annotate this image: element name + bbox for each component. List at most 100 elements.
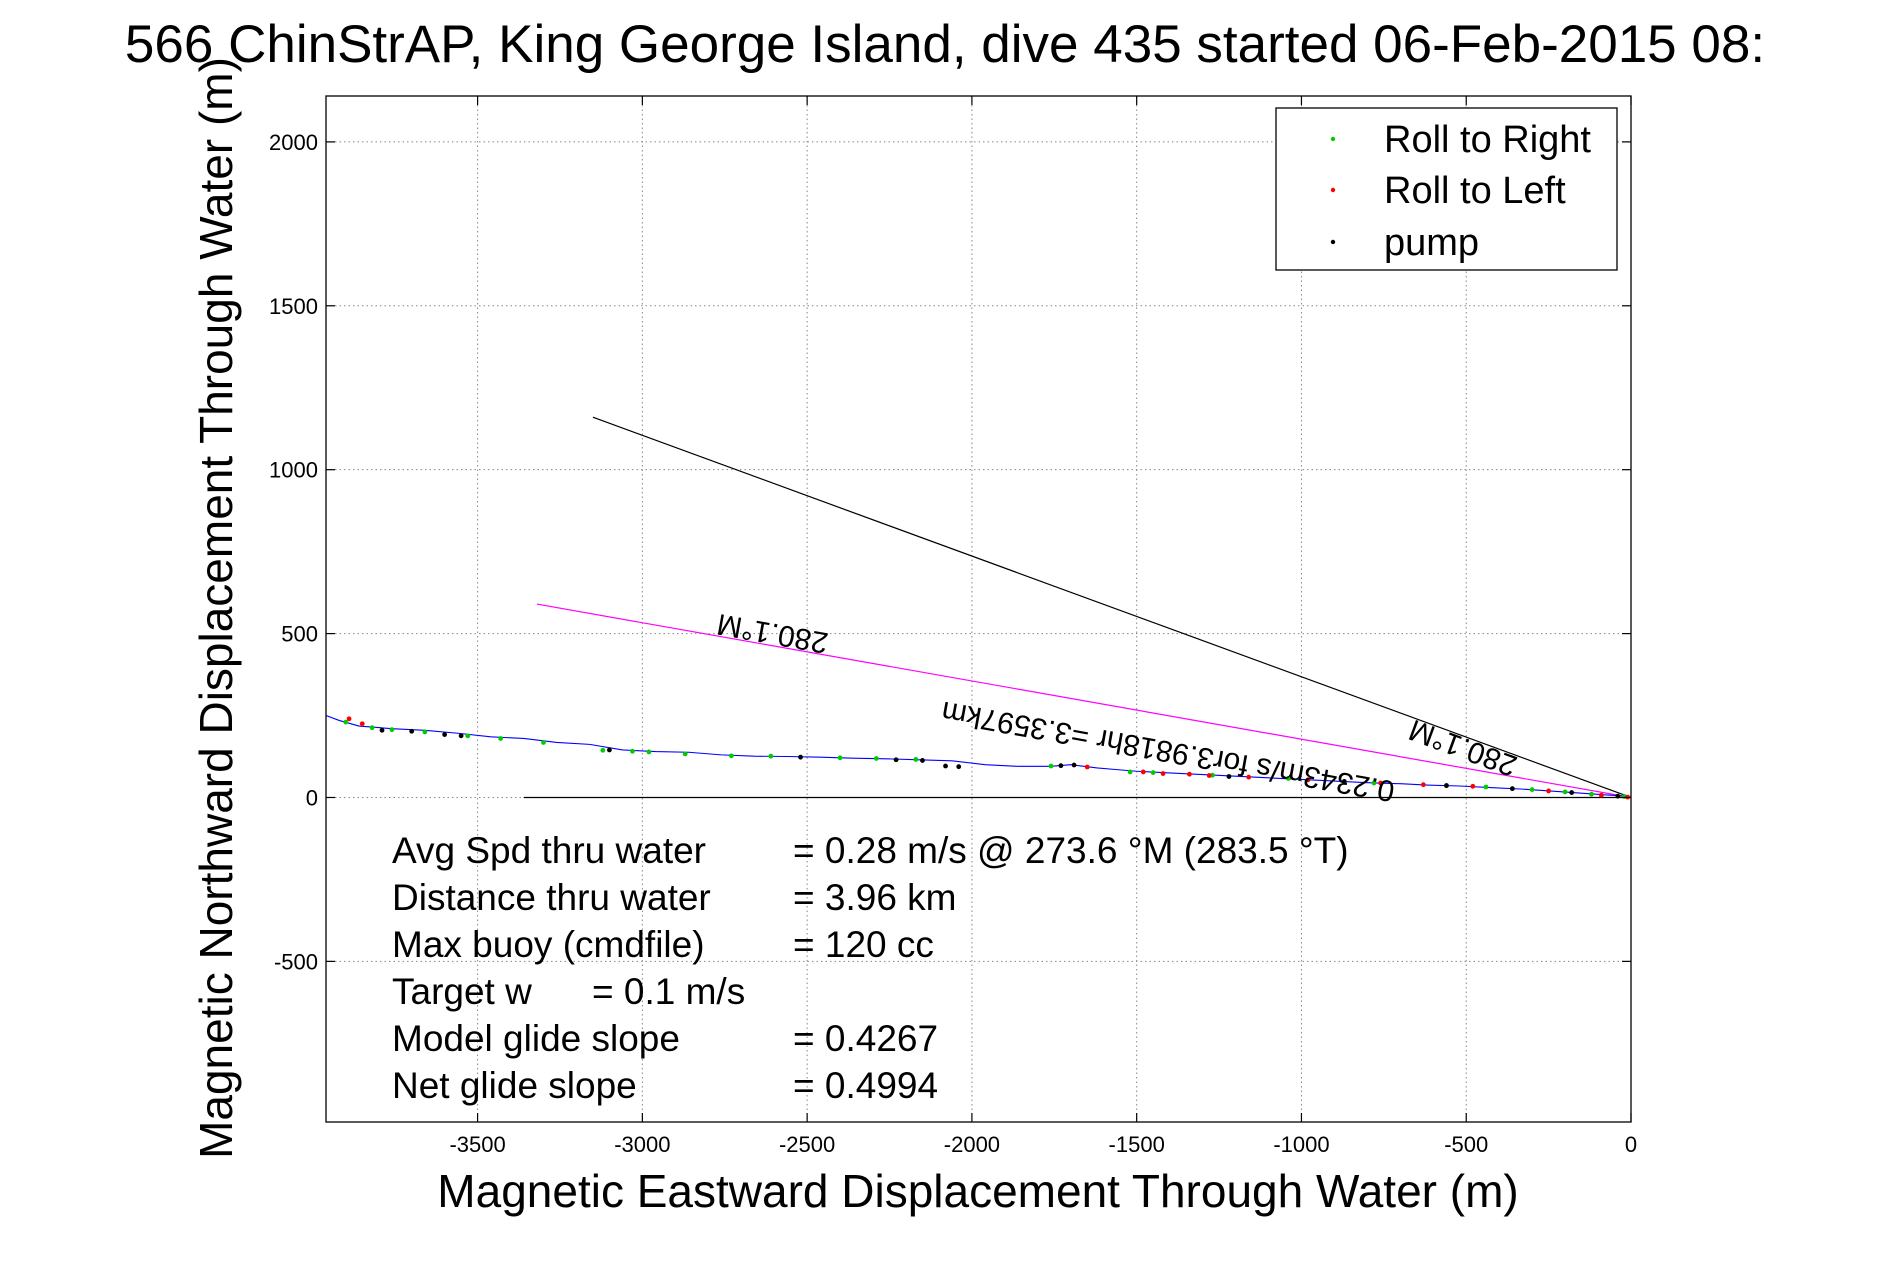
pump-point <box>1569 790 1575 795</box>
points-layer <box>343 716 1631 800</box>
stat-label-avg-speed: Avg Spd thru water <box>392 830 706 871</box>
roll-right-point <box>343 719 349 725</box>
pump-point <box>607 747 612 753</box>
roll-right-point <box>1483 784 1489 790</box>
roll-left-point <box>1305 777 1311 783</box>
roll-right-point <box>422 729 428 735</box>
roll-right-point <box>600 747 606 753</box>
roll-left-point <box>1187 771 1192 777</box>
stat-label-target-w: Target w <box>392 971 532 1012</box>
roll-right-point <box>682 751 688 757</box>
pump-point <box>956 764 962 770</box>
pump-point <box>458 733 464 739</box>
roll-right-point <box>498 736 504 741</box>
roll-right-point <box>768 753 774 759</box>
stat-label-net-glide: Net glide slope <box>392 1065 637 1106</box>
line-annotation: 280.1°M <box>1405 713 1522 783</box>
pump-point <box>1071 762 1077 768</box>
pump-point <box>1509 786 1515 792</box>
reference-line <box>592 416 1632 799</box>
stat-value-avg-speed: = 0.28 m/s @ 273.6 °M (283.5 °T) <box>793 830 1349 871</box>
reference-line <box>536 603 1632 799</box>
roll-right-point <box>1529 787 1535 793</box>
pump-point <box>1226 774 1232 779</box>
pump-point <box>943 763 948 769</box>
roll-right-point <box>1562 789 1568 795</box>
roll-right-point <box>1127 769 1133 775</box>
pump-point <box>1444 783 1449 789</box>
pump-point <box>1615 793 1621 799</box>
stat-value-distance: = 3.96 km <box>793 877 957 918</box>
y-tick-label: 2000 <box>269 130 318 155</box>
pump-point <box>379 727 385 733</box>
stat-value-max-buoy: = 120 cc <box>793 924 934 965</box>
reference-lines <box>523 416 1632 799</box>
stat-label-model-glide: Model glide slope <box>392 1018 680 1059</box>
chart-title: 566 ChinStrAP, King George Island, dive … <box>125 15 1765 74</box>
roll-left-point <box>1598 792 1604 798</box>
pump-point <box>1058 763 1064 769</box>
roll-right-point <box>630 748 635 754</box>
legend-marker-pump <box>1330 239 1336 245</box>
y-tick-label: 0 <box>306 785 318 810</box>
pump-point <box>920 758 925 763</box>
roll-left-point <box>1378 780 1383 786</box>
pump-point <box>798 754 803 760</box>
roll-left-point <box>1246 774 1252 780</box>
roll-right-point <box>728 753 734 759</box>
x-axis-label: Magnetic Eastward Displacement Through W… <box>437 1165 1518 1217</box>
x-tick-label: -500 <box>1444 1132 1488 1157</box>
legend-marker-roll-right <box>1330 136 1336 142</box>
y-tick-label: -500 <box>274 949 318 974</box>
pump-point <box>442 732 448 737</box>
ticks-layer: -3500 -3000 -2500 -2000 -1500 -1000 -500 0 -500 0… <box>269 96 1637 1157</box>
roll-left-point <box>346 716 352 722</box>
plot-frame <box>325 95 1632 1123</box>
pump-point <box>409 728 415 734</box>
y-axis-label: Magnetic Northward Displacement Through … <box>190 57 242 1159</box>
roll-left-point <box>359 721 365 727</box>
legend-label-roll-left: Roll to Left <box>1384 170 1566 212</box>
roll-right-point <box>873 756 879 761</box>
pump-point <box>893 757 899 763</box>
y-tick-label: 1000 <box>269 458 318 483</box>
stat-label-max-buoy: Max buoy (cmdfile) <box>392 924 705 965</box>
roll-right-point <box>541 740 546 745</box>
x-tick-label: -2000 <box>944 1132 1000 1157</box>
roll-right-point <box>369 725 375 731</box>
stat-value-target-w: = 0.1 m/s <box>592 971 745 1012</box>
stats-block: Avg Spd thru water = 0.28 m/s @ 273.6 °M… <box>392 830 1349 1106</box>
roll-left-point <box>1546 788 1552 794</box>
legend-marker-roll-left <box>1330 187 1336 193</box>
x-tick-label: -3000 <box>614 1132 670 1157</box>
roll-right-point <box>1285 776 1291 781</box>
y-tick-label: 500 <box>281 622 318 647</box>
legend-label-pump: pump <box>1384 222 1479 264</box>
x-tick-label: 0 <box>1625 1132 1637 1157</box>
legend-label-roll-right: Roll to Right <box>1384 119 1591 161</box>
roll-right-point <box>389 727 395 733</box>
x-tick-label: -2500 <box>779 1132 835 1157</box>
x-tick-label: -3500 <box>449 1132 505 1157</box>
legend: Roll to Right Roll to Left pump <box>1275 107 1618 271</box>
roll-left-point <box>1420 782 1426 788</box>
y-tick-label: 1500 <box>269 294 318 319</box>
roll-right-point <box>837 755 843 761</box>
stat-value-net-glide: = 0.4994 <box>793 1065 938 1106</box>
stat-value-model-glide: = 0.4267 <box>793 1018 938 1059</box>
roll-right-point <box>1150 770 1156 775</box>
roll-right-point <box>465 733 471 739</box>
roll-right-point <box>913 757 919 762</box>
pump-point <box>1341 779 1347 784</box>
stat-label-distance: Distance thru water <box>392 877 711 918</box>
line-annotation: 280.1°M <box>714 607 830 659</box>
roll-left-point <box>1470 783 1476 789</box>
roll-right-point <box>1371 780 1377 786</box>
roll-right-point <box>1048 763 1054 769</box>
x-tick-label: -1000 <box>1273 1132 1329 1157</box>
x-tick-label: -1500 <box>1109 1132 1165 1157</box>
roll-left-point <box>1206 773 1212 778</box>
roll-left-point <box>1160 771 1166 776</box>
